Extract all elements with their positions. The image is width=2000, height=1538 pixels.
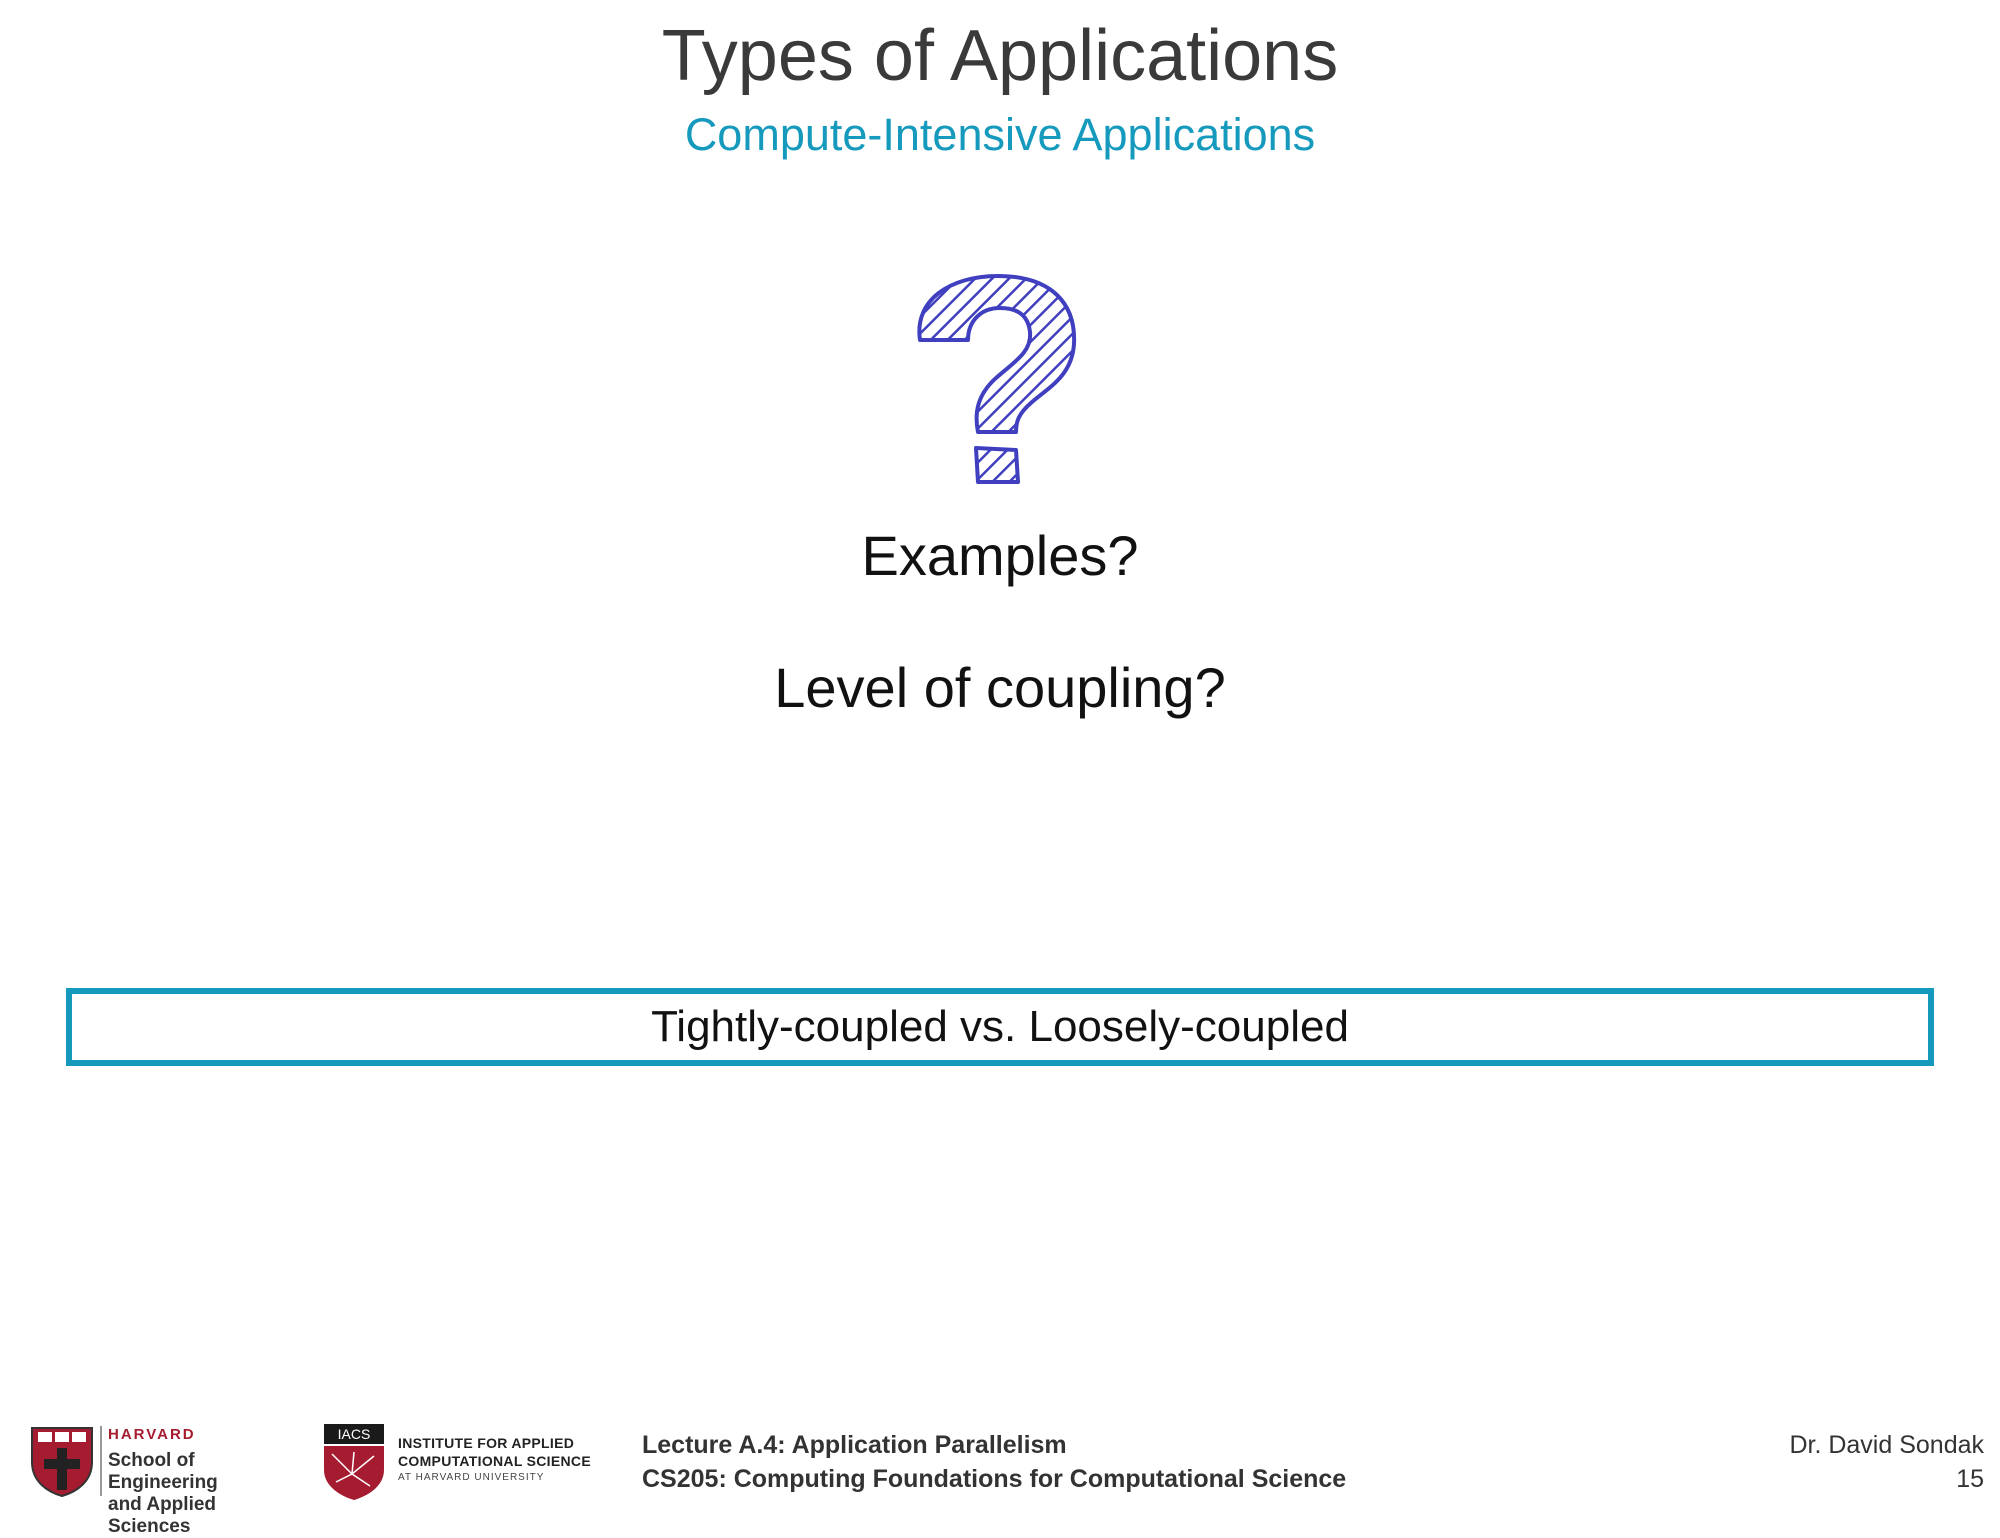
iacs-line1: INSTITUTE FOR APPLIED [398, 1435, 575, 1451]
iacs-name: INSTITUTE FOR APPLIED COMPUTATIONAL SCIE… [398, 1434, 591, 1470]
author-name: Dr. David Sondak [1789, 1431, 1984, 1459]
lecture-title: Lecture A.4: Application Parallelism [642, 1431, 1067, 1459]
seas-university: HARVARD [108, 1426, 196, 1443]
seas-line2: and Applied Sciences [108, 1494, 217, 1537]
seas-line1: School of Engineering [108, 1450, 218, 1493]
examples-question: Examples? [861, 524, 1139, 587]
callout-box: Tightly-coupled vs. Loosely-coupled [66, 988, 1934, 1066]
seas-school-name: School of Engineering and Applied Scienc… [108, 1450, 300, 1538]
footer-author-page: Dr. David Sondak 15 [1789, 1428, 1984, 1496]
page-number: 15 [1956, 1465, 1984, 1493]
iacs-shield-icon: IACS [324, 1424, 384, 1500]
slide-title: Types of Applications [661, 16, 1339, 96]
harvard-shield-icon [31, 1427, 93, 1498]
coupling-question: Level of coupling? [774, 656, 1226, 719]
iacs-line3: AT HARVARD UNIVERSITY [398, 1472, 545, 1483]
callout-text: Tightly-coupled vs. Loosely-coupled [651, 1002, 1349, 1051]
footer-lecture-info: Lecture A.4: Application Parallelism CS2… [642, 1428, 1346, 1496]
logo-divider [100, 1426, 102, 1496]
iacs-acronym: IACS [338, 1426, 371, 1442]
seas-logo: HARVARD School of Engineering and Applie… [30, 1424, 300, 1537]
slide-subtitle: Compute-Intensive Applications [684, 109, 1316, 160]
iacs-line2: COMPUTATIONAL SCIENCE [398, 1453, 591, 1469]
iacs-logo: IACS INSTITUTE FOR APPLIED COMPUTATIONAL… [322, 1424, 602, 1500]
course-title: CS205: Computing Foundations for Computa… [642, 1465, 1347, 1493]
question-mark-icon [917, 274, 1077, 484]
